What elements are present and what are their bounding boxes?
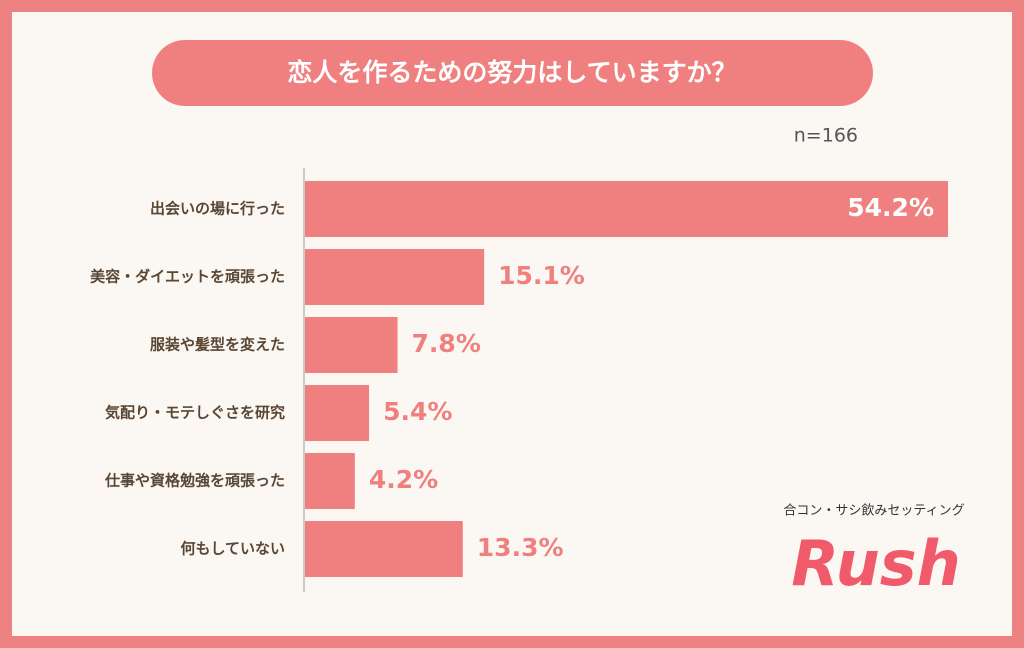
value-label: 54.2% (847, 193, 934, 222)
value-label: 13.3% (477, 533, 564, 562)
value-label: 7.8% (412, 329, 481, 358)
category-label: 出会いの場に行った (150, 200, 285, 218)
category-label: 気配り・モテしぐさを研究 (105, 404, 285, 422)
bar (305, 385, 370, 441)
brand-name: Rush (791, 527, 961, 600)
title-pill (152, 40, 873, 106)
category-label: 何もしていない (180, 540, 285, 558)
category-label: 仕事や資格勉強を頑張った (104, 472, 285, 490)
value-label: 5.4% (383, 397, 452, 426)
bar (305, 453, 355, 509)
subtitle: n=166 (794, 125, 858, 147)
category-label: 服装や髪型を変えた (150, 336, 285, 354)
value-label: 4.2% (369, 465, 438, 494)
brand-tagline: 合コン・サシ飲みセッティング (783, 503, 964, 519)
bar (305, 317, 398, 373)
chart-title: 恋人を作るための努力はしていますか？ (287, 58, 736, 87)
value-label: 15.1% (498, 261, 585, 290)
category-label: 美容・ダイエットを頑張った (90, 268, 285, 286)
bar (305, 181, 948, 237)
bar (305, 521, 463, 577)
bar (305, 249, 485, 305)
